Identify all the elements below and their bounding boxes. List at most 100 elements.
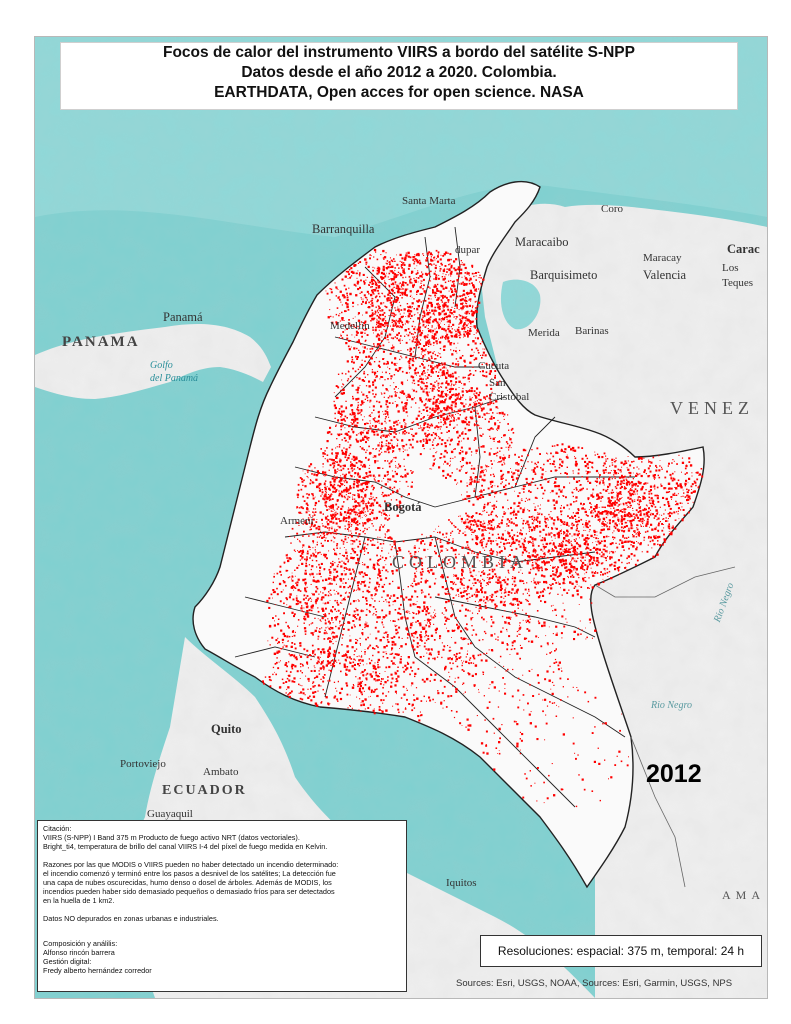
fire-point — [369, 513, 372, 515]
fire-point — [344, 488, 347, 491]
fire-point — [496, 527, 498, 529]
fire-point — [447, 337, 449, 340]
fire-point — [392, 260, 394, 263]
fire-point — [459, 414, 461, 416]
fire-point — [686, 472, 688, 474]
fire-point — [643, 457, 645, 459]
fire-point — [436, 321, 439, 324]
fire-point — [388, 263, 391, 266]
fire-point — [425, 341, 427, 344]
fire-point — [369, 498, 371, 500]
fire-point — [601, 555, 603, 558]
fire-point — [334, 512, 336, 514]
fire-point — [642, 525, 644, 527]
fire-point — [432, 367, 435, 370]
fire-point — [320, 489, 322, 490]
fire-point — [437, 416, 440, 419]
fire-point — [392, 300, 395, 303]
fire-point — [534, 566, 537, 569]
fire-point — [458, 314, 460, 316]
fire-point — [656, 497, 659, 500]
fire-point — [442, 346, 445, 348]
fire-point — [399, 422, 401, 424]
fire-point — [618, 566, 621, 569]
fire-point — [355, 330, 358, 333]
fire-point — [602, 520, 604, 523]
fire-point — [520, 499, 522, 501]
fire-point — [428, 294, 430, 297]
fire-point — [643, 513, 646, 516]
fire-point — [617, 520, 620, 522]
fire-point — [560, 519, 563, 522]
fire-point — [354, 370, 357, 373]
fire-point — [471, 266, 474, 268]
fire-point — [641, 461, 643, 463]
fire-point — [384, 450, 386, 453]
fire-point — [395, 301, 398, 303]
fire-point — [362, 431, 364, 434]
fire-point — [359, 261, 362, 263]
fire-point — [634, 531, 636, 533]
fire-point — [490, 415, 493, 418]
fire-point — [567, 540, 570, 543]
fire-point — [566, 504, 569, 507]
fire-point — [636, 472, 638, 475]
fire-point — [461, 574, 463, 577]
fire-point — [641, 551, 643, 553]
fire-point — [404, 256, 407, 259]
fire-point — [489, 403, 491, 406]
fire-point — [471, 538, 474, 541]
fire-point — [575, 460, 578, 463]
fire-point — [447, 382, 450, 386]
fire-point — [587, 497, 590, 500]
fire-point — [434, 365, 436, 368]
fire-point — [400, 355, 402, 357]
fire-point — [490, 474, 492, 476]
fire-point — [389, 373, 391, 375]
fire-point — [352, 324, 355, 326]
fire-point — [404, 449, 406, 451]
fire-point — [404, 335, 406, 337]
fire-point — [447, 593, 450, 595]
fire-point — [624, 513, 626, 516]
fire-point — [372, 326, 374, 329]
fire-point — [404, 423, 406, 425]
fire-point — [432, 401, 435, 404]
fire-point — [587, 471, 590, 474]
fire-point — [426, 371, 428, 373]
fire-point — [465, 305, 467, 307]
fire-point — [422, 390, 425, 393]
fire-point — [372, 269, 374, 272]
colombia-land[interactable] — [192, 180, 705, 889]
fire-point — [637, 511, 640, 514]
fire-point — [511, 427, 514, 430]
fire-point — [394, 461, 396, 462]
fire-point — [586, 472, 589, 475]
fire-point — [349, 478, 350, 480]
fire-point — [379, 310, 381, 312]
fire-point — [608, 522, 611, 525]
fire-point — [427, 321, 430, 324]
fire-point — [329, 464, 332, 467]
fire-point — [425, 344, 428, 346]
fire-point — [372, 319, 374, 321]
fire-point — [481, 529, 484, 532]
fire-point — [493, 453, 496, 455]
fire-point — [348, 526, 350, 528]
fire-point — [605, 535, 608, 538]
fire-point — [496, 525, 500, 528]
fire-point — [635, 548, 638, 551]
fire-point — [451, 383, 453, 385]
fire-point — [352, 432, 354, 434]
fire-point — [497, 462, 499, 463]
fire-point — [452, 388, 454, 390]
fire-point — [405, 402, 408, 405]
fire-point — [430, 369, 433, 372]
fire-point — [378, 414, 380, 416]
fire-point — [651, 500, 653, 502]
fire-point — [629, 482, 631, 484]
fire-point — [643, 507, 646, 510]
fire-point — [405, 443, 408, 446]
fire-point — [614, 465, 617, 468]
fire-point — [340, 422, 343, 425]
